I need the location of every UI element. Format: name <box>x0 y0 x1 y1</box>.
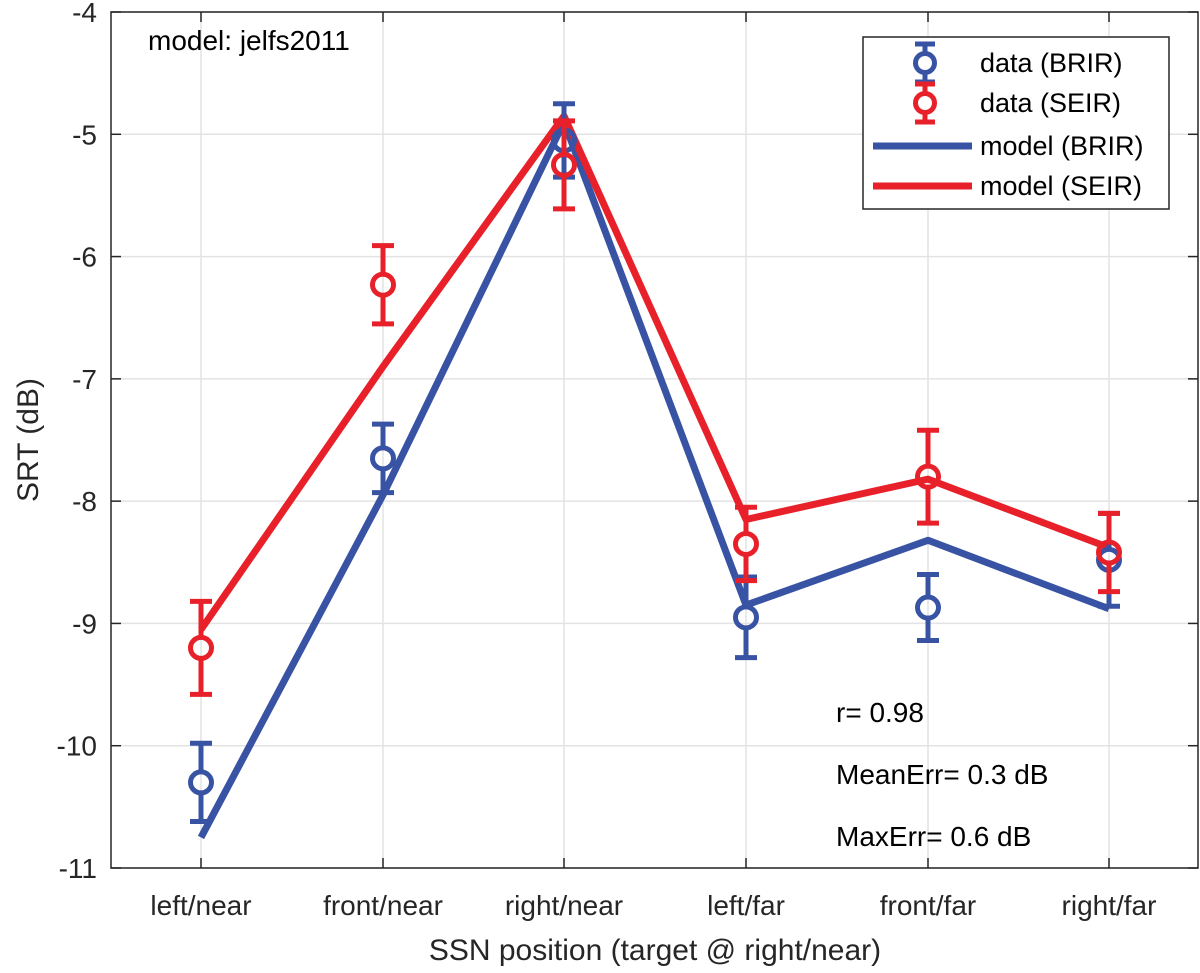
errorbar-point-data-seir- <box>551 118 577 212</box>
data-marker <box>188 634 214 661</box>
plot-frame <box>110 11 1199 869</box>
y-tick-label: -5 <box>72 119 97 150</box>
errorbar-point-data-seir- <box>370 243 396 327</box>
legend-label: model (SEIR) <box>980 171 1142 201</box>
series-layer <box>188 101 1122 840</box>
data-marker <box>733 530 759 557</box>
errorbar-point-data-brir- <box>188 740 214 825</box>
legend-label: model (BRIR) <box>980 131 1144 161</box>
legend-marker <box>913 51 937 75</box>
model-label-annotation: model: jelfs2011 <box>148 25 350 56</box>
data-marker <box>915 594 941 621</box>
x-tick-label: right/near <box>505 890 623 921</box>
mean-err-annotation: MeanErr= 0.3 dB <box>836 759 1048 790</box>
y-tick-label: -9 <box>72 608 97 639</box>
y-tick-label: -7 <box>72 364 97 395</box>
legend-item-model-seir-: model (SEIR) <box>873 171 1142 201</box>
data-marker <box>915 463 941 490</box>
data-marker <box>370 445 396 472</box>
errorbar-point-data-brir- <box>370 421 396 496</box>
legend: data (BRIR) data (SEIR) model (BRIR) model … <box>862 36 1170 210</box>
x-tick-label: left/near <box>150 890 251 921</box>
series-line-model-brir- <box>197 118 1111 840</box>
y-tick-label: -10 <box>57 731 97 762</box>
x-tick-label: front/near <box>323 890 443 921</box>
series-line-model-seir- <box>198 112 1111 632</box>
x-tick-label: right/far <box>1062 890 1157 921</box>
ticks: -11 -10 -9 -8 -7 -6 -5 -4 left/near front/near rig… <box>57 0 1198 921</box>
x-axis-title: SSN position (target @ right/near) <box>429 934 881 967</box>
errorbar-point-data-seir- <box>915 427 941 526</box>
legend-label: data (BRIR) <box>980 48 1123 78</box>
y-tick-label: -11 <box>59 853 97 884</box>
data-marker <box>1096 539 1122 566</box>
errorbar-point-data-brir- <box>915 572 941 644</box>
x-tick-label: left/far <box>707 890 785 921</box>
errorbar-point-data-seir- <box>733 504 759 584</box>
r-annotation: r= 0.98 <box>836 697 924 728</box>
y-tick-label: -6 <box>72 242 97 273</box>
x-tick-label: front/far <box>880 890 976 921</box>
errorbar-point-data-seir- <box>1096 510 1122 595</box>
legend-item-model-brir-: model (BRIR) <box>873 131 1144 161</box>
y-tick-label: -8 <box>72 486 97 517</box>
y-tick-label: -4 <box>72 0 97 28</box>
legend-label: data (SEIR) <box>980 88 1121 118</box>
legend-marker <box>913 91 937 115</box>
legend-item-data-seir-: data (SEIR) <box>913 81 1121 125</box>
y-axis-title: SRT (dB) <box>12 378 45 502</box>
data-marker <box>188 769 214 796</box>
legend-item-data-brir-: data (BRIR) <box>913 41 1123 85</box>
data-marker <box>551 151 577 178</box>
data-marker <box>370 271 396 298</box>
errorbar-point-data-seir- <box>188 598 214 697</box>
max-err-annotation: MaxErr= 0.6 dB <box>836 821 1031 852</box>
data-marker <box>733 604 759 631</box>
